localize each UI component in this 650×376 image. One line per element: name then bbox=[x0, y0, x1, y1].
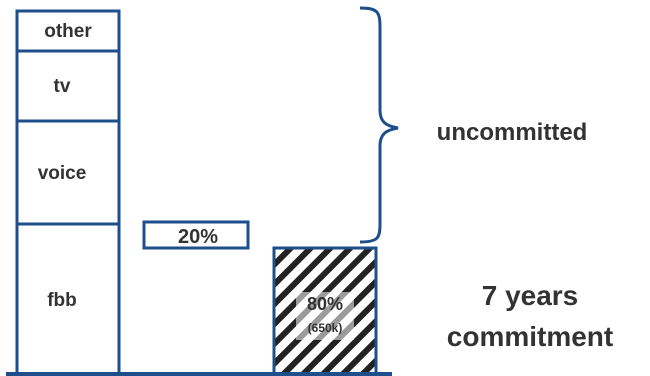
hatched-bar-sub: (650k) bbox=[308, 321, 343, 335]
commitment-label-line2: commitment bbox=[447, 321, 613, 352]
hatched-bar-label-bg bbox=[296, 292, 354, 340]
segment-tv-label: tv bbox=[54, 76, 71, 97]
share-bar-label: 20% bbox=[178, 226, 218, 248]
hatched-bar-percent: 80% bbox=[307, 294, 343, 314]
curly-brace-icon bbox=[359, 6, 399, 244]
uncommitted-label: uncommitted bbox=[437, 119, 588, 146]
uncommitted-share-bar: 20% bbox=[142, 220, 250, 250]
committed-share-bar: 80% (650k) bbox=[272, 246, 378, 376]
segment-other-label: other bbox=[44, 21, 92, 42]
segment-fbb-label: fbb bbox=[47, 290, 77, 311]
segment-voice-label: voice bbox=[38, 163, 87, 184]
stacked-column: other tv voice fbb bbox=[15, 9, 121, 376]
commitment-label-line1: 7 years bbox=[482, 280, 579, 311]
share-bar-box bbox=[142, 220, 250, 250]
segment-fbb bbox=[15, 222, 121, 376]
